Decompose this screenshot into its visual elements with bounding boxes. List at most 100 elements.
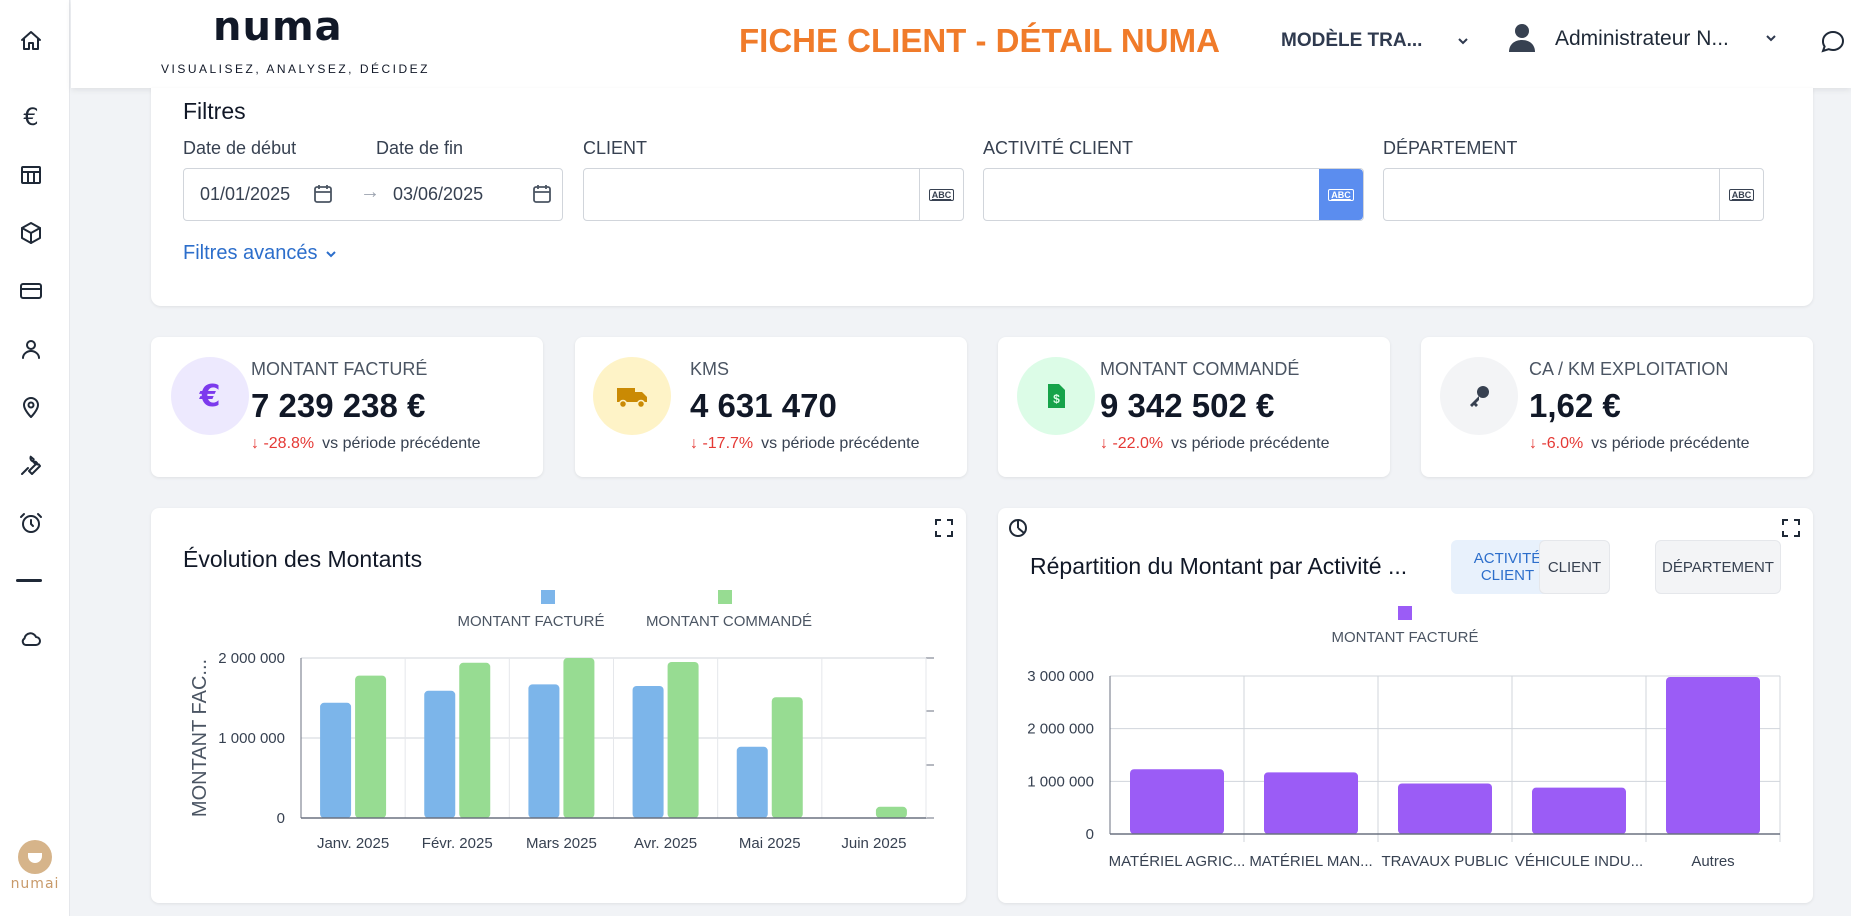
- svg-text:$: $: [1053, 392, 1060, 406]
- truck-icon: [593, 357, 671, 435]
- x-tick-label: Mars 2025: [526, 835, 597, 852]
- x-tick-label: Mai 2025: [739, 835, 801, 852]
- table-icon[interactable]: [18, 162, 44, 188]
- numai-label: numai: [10, 876, 60, 892]
- logo[interactable]: numa: [213, 4, 343, 50]
- user-menu[interactable]: Administrateur N...: [1555, 27, 1729, 50]
- amounts-evolution-chart: MONTANT FACTURÉ MONTANT COMMANDÉ 0 1 000 00…: [189, 590, 934, 852]
- legend-swatch: [718, 590, 732, 604]
- kpi-card-ca-km: CA / KM EXPLOITATION 1,62 € ↓ -6.0% vs pé…: [1421, 337, 1813, 477]
- chevron-down-icon[interactable]: [1763, 30, 1779, 46]
- bar: [736, 746, 768, 818]
- bar: [667, 662, 699, 818]
- bar: [1130, 769, 1224, 834]
- chat-icon[interactable]: [1819, 27, 1847, 55]
- x-tick-label: TRAVAUX PUBLIC: [1382, 853, 1509, 870]
- chart-title: Évolution des Montants: [183, 546, 423, 572]
- invoice-icon: $: [1017, 357, 1095, 435]
- end-date-input[interactable]: 03/06/2025: [393, 184, 484, 204]
- euro-icon[interactable]: €: [23, 103, 39, 131]
- bar: [1666, 677, 1760, 834]
- advanced-filters-toggle[interactable]: Filtres avancés: [183, 242, 339, 265]
- department-input[interactable]: ABC: [1383, 168, 1764, 221]
- y-tick-label: 1 000 000: [1027, 773, 1094, 790]
- kpi-value: 9 342 502 €: [1100, 387, 1275, 424]
- legend-label: MONTANT FACTURÉ: [1332, 629, 1479, 646]
- header: numa VISUALISEZ, ANALYSEZ, DÉCIDEZ FICHE…: [71, 0, 1851, 88]
- home-icon[interactable]: [18, 28, 44, 54]
- tab-client[interactable]: CLIENT: [1539, 540, 1610, 594]
- expand-icon[interactable]: [1781, 518, 1801, 538]
- user-icon[interactable]: [18, 336, 44, 362]
- map-pin-icon[interactable]: [18, 394, 44, 420]
- x-tick-label: VÉHICULE INDU...: [1515, 853, 1643, 870]
- user-avatar-icon[interactable]: [1505, 20, 1539, 54]
- start-date-input[interactable]: 01/01/2025: [200, 184, 291, 204]
- tab-department[interactable]: DÉPARTEMENT: [1655, 540, 1781, 594]
- kpi-compare: vs période précédente: [1171, 435, 1330, 452]
- pie-chart-icon[interactable]: [1008, 518, 1028, 538]
- text-search-button[interactable]: ABC: [919, 169, 963, 220]
- kpi-compare: vs période précédente: [761, 435, 920, 452]
- arrow-right-icon: →: [360, 181, 380, 203]
- credit-card-icon[interactable]: [18, 278, 44, 304]
- calendar-icon[interactable]: [312, 183, 334, 205]
- bar: [459, 662, 491, 818]
- legend-swatch: [541, 590, 555, 604]
- key-icon: [1440, 357, 1518, 435]
- kpi-card-billed: € MONTANT FACTURÉ 7 239 238 € ↓ -28.8% vs…: [151, 337, 543, 477]
- expand-icon[interactable]: [934, 518, 954, 538]
- kpi-delta-value: -22.0%: [1112, 435, 1164, 452]
- cloud-icon[interactable]: [18, 626, 44, 652]
- amount-distribution-card: Répartition du Montant par Activité ... …: [998, 508, 1813, 903]
- amount-distribution-chart: MONTANT FACTURÉ 0 1 000 000 2 000 000 3 000 …: [1027, 606, 1781, 870]
- kpi-delta: ↓ -6.0% vs période précédente: [1529, 435, 1750, 452]
- kpi-value: 4 631 470: [690, 387, 837, 424]
- y-tick-label: 0: [1086, 826, 1094, 843]
- kpi-delta: ↓ -28.8% vs période précédente: [251, 435, 481, 452]
- calendar-icon[interactable]: [531, 183, 553, 205]
- department-label: DÉPARTEMENT: [1383, 138, 1518, 158]
- bar: [563, 658, 595, 818]
- model-select[interactable]: MODÈLE TRA...: [1281, 30, 1423, 51]
- start-date-label: Date de début: [183, 138, 297, 158]
- y-tick-label: 2 000 000: [218, 650, 285, 667]
- abc-icon: ABC: [928, 188, 955, 201]
- x-tick-label: MATÉRIEL AGRIC...: [1109, 853, 1246, 870]
- wrench-icon[interactable]: [18, 452, 44, 478]
- bar: [875, 806, 907, 818]
- activity-input[interactable]: ABC: [983, 168, 1364, 221]
- x-tick-label: MATÉRIEL MAN...: [1249, 853, 1372, 870]
- kpi-value: 1,62 €: [1529, 387, 1621, 424]
- text-search-button[interactable]: ABC: [1719, 169, 1763, 220]
- numai-assistant[interactable]: numai: [0, 840, 70, 892]
- bar: [1532, 787, 1626, 834]
- abc-icon: ABC: [1328, 188, 1354, 201]
- client-label: CLIENT: [583, 138, 648, 158]
- kpi-delta-value: -17.7%: [702, 435, 754, 452]
- chevron-down-icon[interactable]: [1455, 33, 1471, 49]
- y-axis-label: MONTANT FAC...: [189, 659, 211, 817]
- x-tick-label: Févr. 2025: [422, 835, 493, 852]
- bar: [1264, 772, 1358, 834]
- alarm-clock-icon[interactable]: [18, 510, 44, 536]
- y-tick-label: 0: [277, 810, 285, 827]
- page-title: FICHE CLIENT - DÉTAIL NUMA: [739, 22, 1220, 59]
- bar: [771, 697, 803, 818]
- bar: [1398, 783, 1492, 834]
- kpi-label: MONTANT COMMANDÉ: [1100, 359, 1300, 379]
- minus-icon[interactable]: [16, 579, 42, 582]
- chart-title: Répartition du Montant par Activité ...: [1030, 553, 1408, 579]
- kpi-card-kms: KMS 4 631 470 ↓ -17.7% vs période précéde…: [575, 337, 967, 477]
- date-range-field[interactable]: 01/01/2025 → 03/06/2025: [183, 168, 563, 221]
- activity-label: ACTIVITÉ CLIENT: [983, 138, 1134, 158]
- bar: [632, 686, 664, 818]
- cube-icon[interactable]: [18, 220, 44, 246]
- client-input[interactable]: ABC: [583, 168, 964, 221]
- legend-label: MONTANT FACTURÉ: [458, 613, 605, 630]
- x-tick-label: Autres: [1691, 853, 1734, 870]
- bar: [528, 684, 560, 818]
- text-search-button[interactable]: ABC: [1319, 169, 1363, 220]
- kpi-delta-value: -28.8%: [263, 435, 315, 452]
- y-tick-label: 2 000 000: [1027, 721, 1094, 738]
